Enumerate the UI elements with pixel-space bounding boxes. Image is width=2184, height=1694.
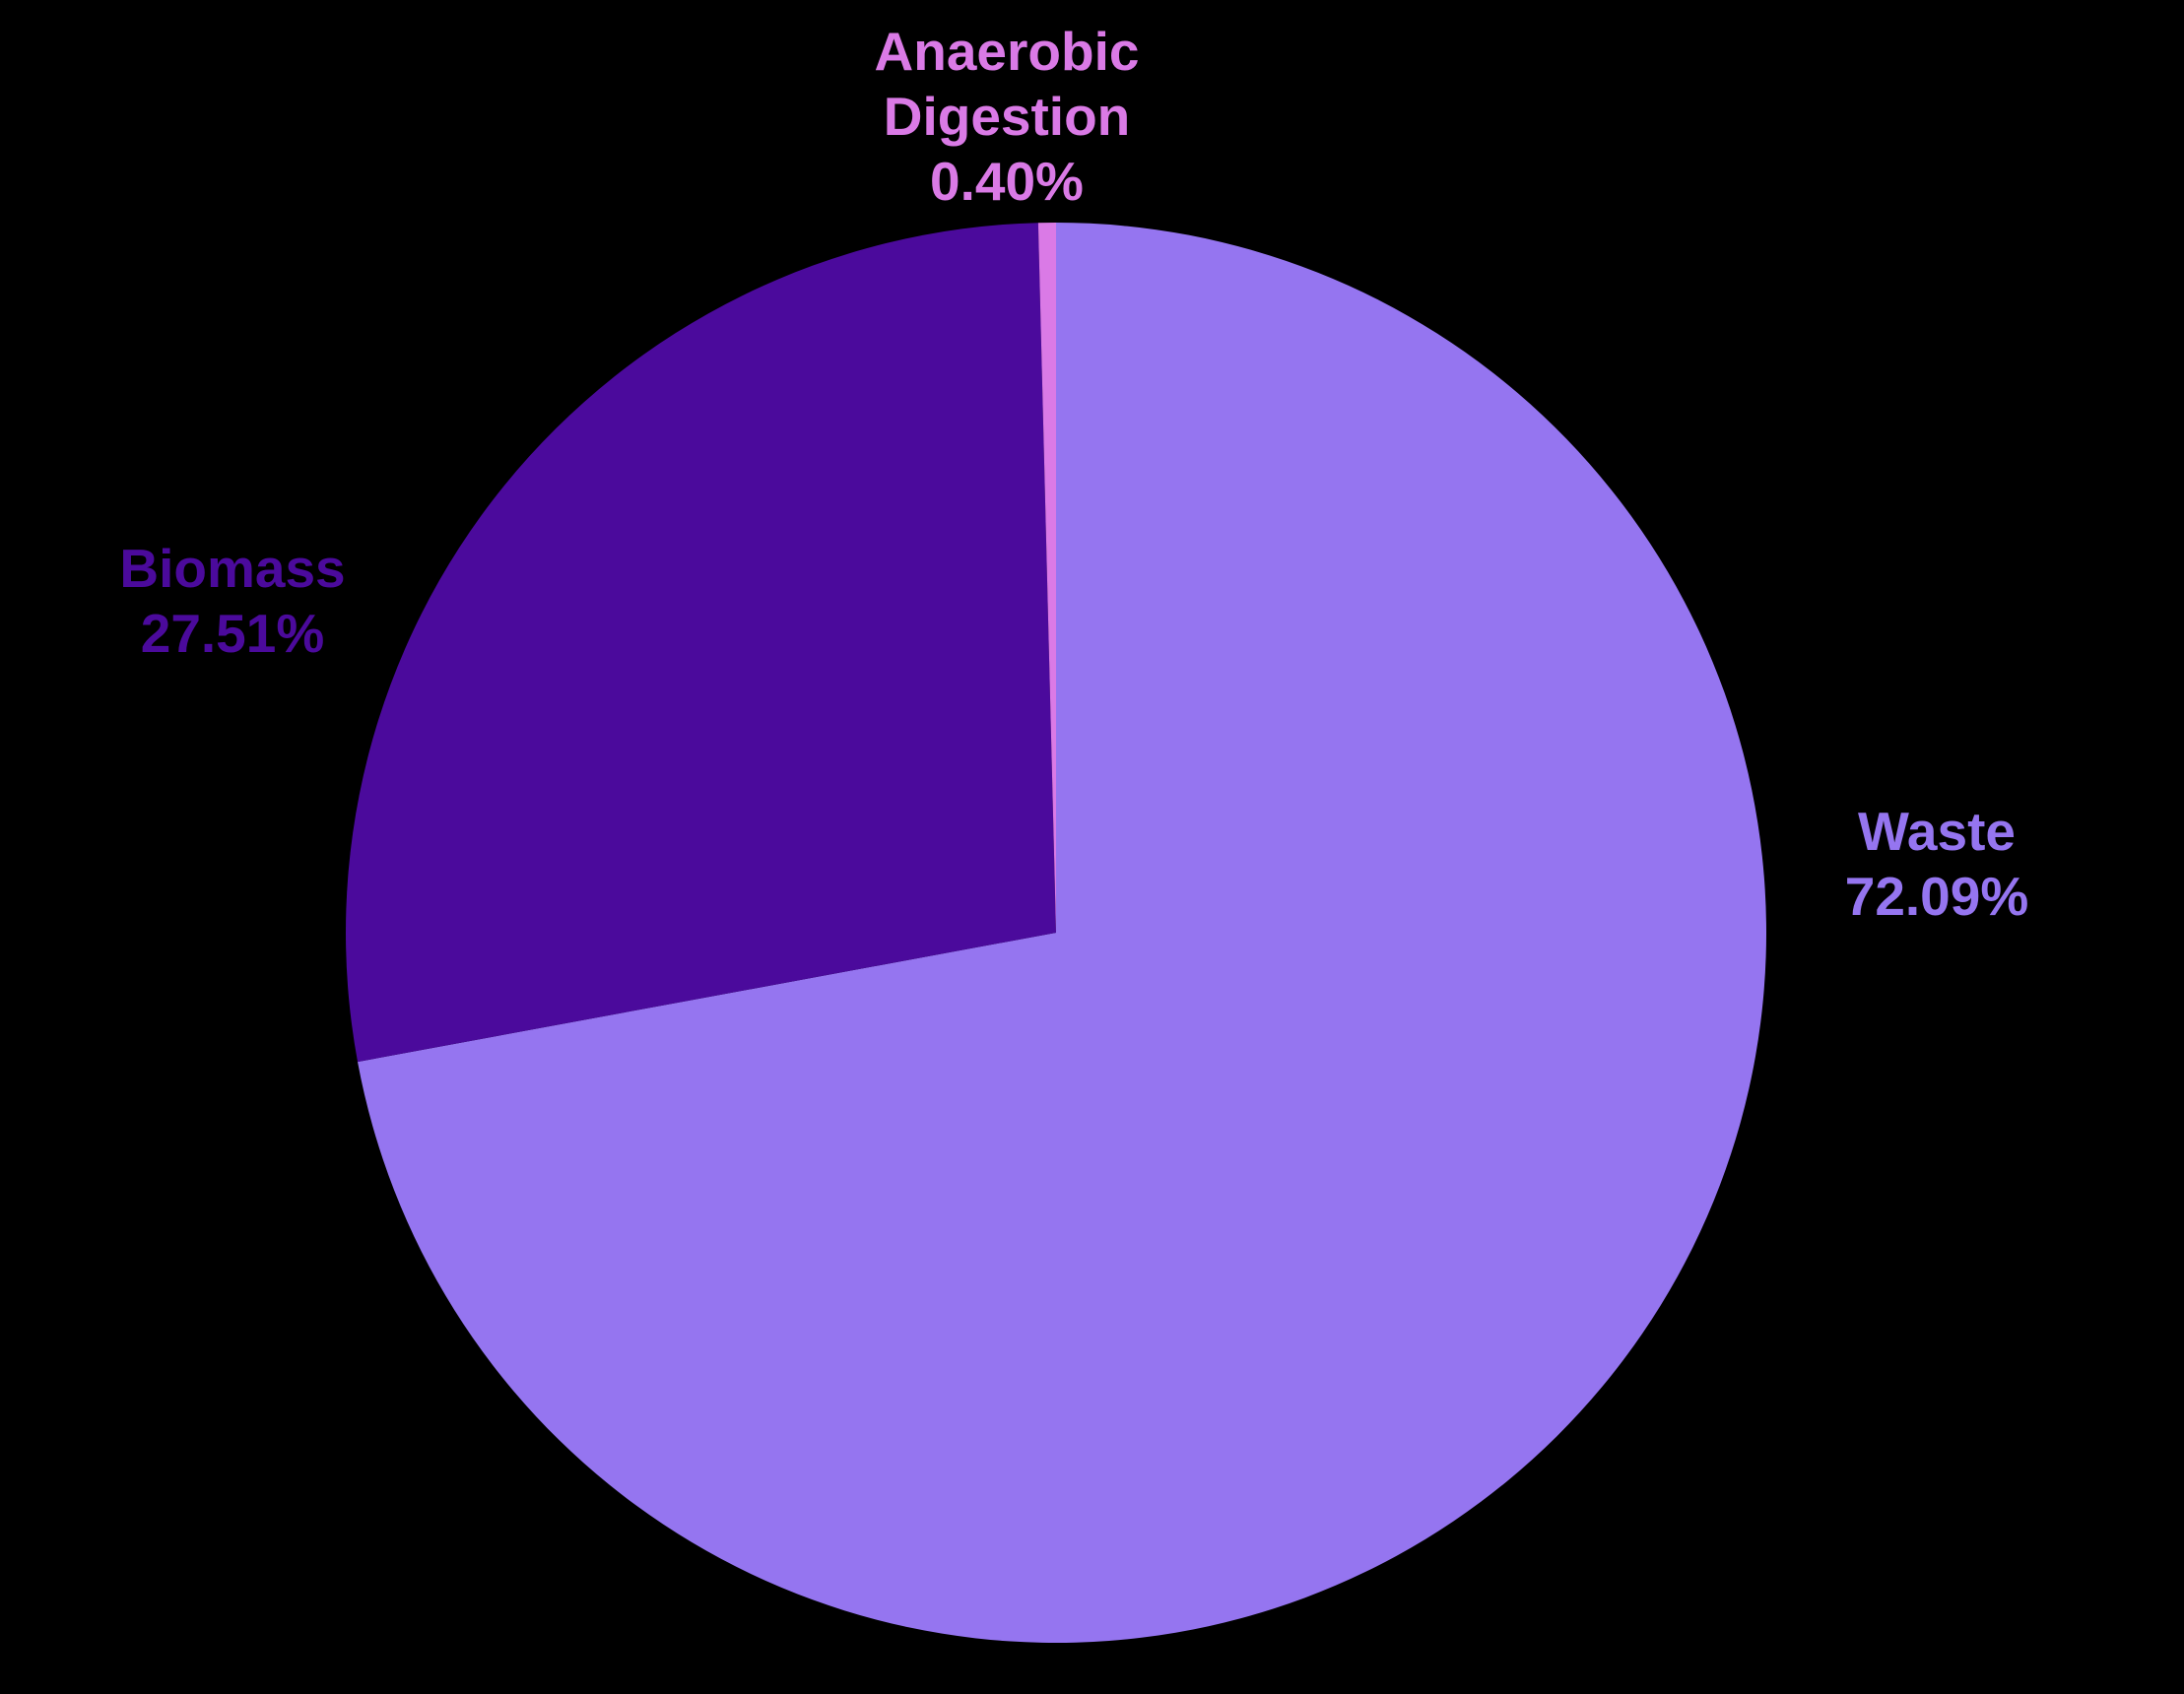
label-anaerobic-name-line1: Anaerobic [874,21,1140,82]
pie-slice-waste [358,223,1766,1643]
label-waste-name: Waste [1858,801,2016,862]
label-anaerobic-value: 0.40% [930,151,1084,212]
label-anaerobic-name-line2: Digestion [883,86,1131,147]
label-biomass: Biomass 27.51% [119,536,345,666]
pie-slice-anaerobic-digestion [1037,223,1056,933]
label-biomass-name: Biomass [119,538,346,599]
label-waste: Waste 72.09% [1845,799,2029,929]
label-waste-value: 72.09% [1844,866,2029,927]
pie-slice-biomass [346,223,1056,1063]
label-anaerobic-digestion: Anaerobic Digestion 0.40% [875,19,1140,214]
label-biomass-value: 27.51% [140,603,325,664]
pie-chart [346,223,1766,1643]
